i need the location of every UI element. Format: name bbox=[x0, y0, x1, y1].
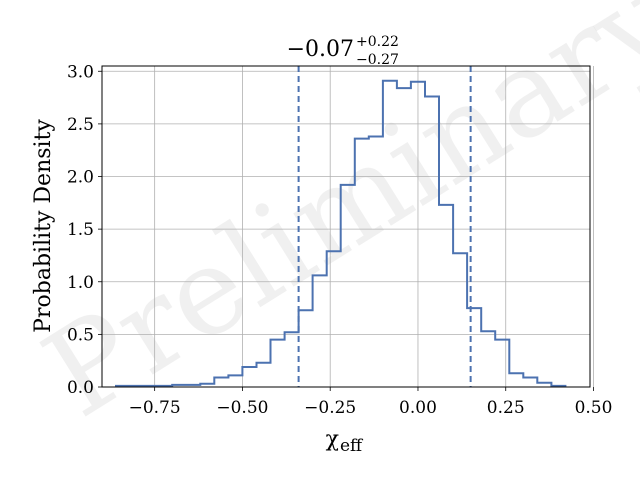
title-median: −0.07 bbox=[287, 37, 354, 62]
x-axis-label-symbol: χ bbox=[326, 427, 339, 452]
title-upper-error: +0.22 bbox=[356, 34, 399, 50]
x-tick-label: −0.75 bbox=[129, 398, 181, 418]
x-axis-label-subscript: eff bbox=[340, 436, 364, 456]
y-tick-label: 0.5 bbox=[67, 325, 94, 345]
y-tick-label: 2.0 bbox=[67, 168, 94, 188]
grid-lines bbox=[102, 66, 594, 388]
y-tick-label: 1.0 bbox=[67, 273, 94, 293]
histogram bbox=[115, 79, 567, 387]
chart-title: −0.07 +0.22 −0.27 bbox=[287, 34, 399, 68]
y-axis-ticks: 0.0 0.5 1.0 1.5 2.0 2.5 3.0 bbox=[67, 62, 102, 398]
credible-interval-lines bbox=[297, 66, 472, 387]
x-tick-label: 0.00 bbox=[399, 398, 437, 418]
y-tick-label: 1.5 bbox=[67, 220, 94, 240]
x-axis-ticks: −0.75 −0.50 −0.25 0.00 0.25 0.50 bbox=[129, 387, 613, 418]
y-axis-label: Probability Density bbox=[31, 119, 56, 333]
watermark-text: Preliminary bbox=[22, 0, 640, 445]
x-tick-label: −0.25 bbox=[304, 398, 356, 418]
y-tick-label: 0.0 bbox=[67, 378, 94, 398]
x-tick-label: 0.50 bbox=[575, 398, 613, 418]
y-tick-label: 2.5 bbox=[67, 115, 94, 135]
x-tick-label: 0.25 bbox=[487, 398, 525, 418]
histogram-step-line bbox=[115, 79, 567, 387]
y-tick-label: 3.0 bbox=[67, 62, 94, 82]
title-lower-error: −0.27 bbox=[356, 52, 399, 68]
x-axis-label: χ eff bbox=[326, 427, 364, 456]
x-tick-label: −0.50 bbox=[216, 398, 268, 418]
plot-frame bbox=[101, 65, 591, 388]
